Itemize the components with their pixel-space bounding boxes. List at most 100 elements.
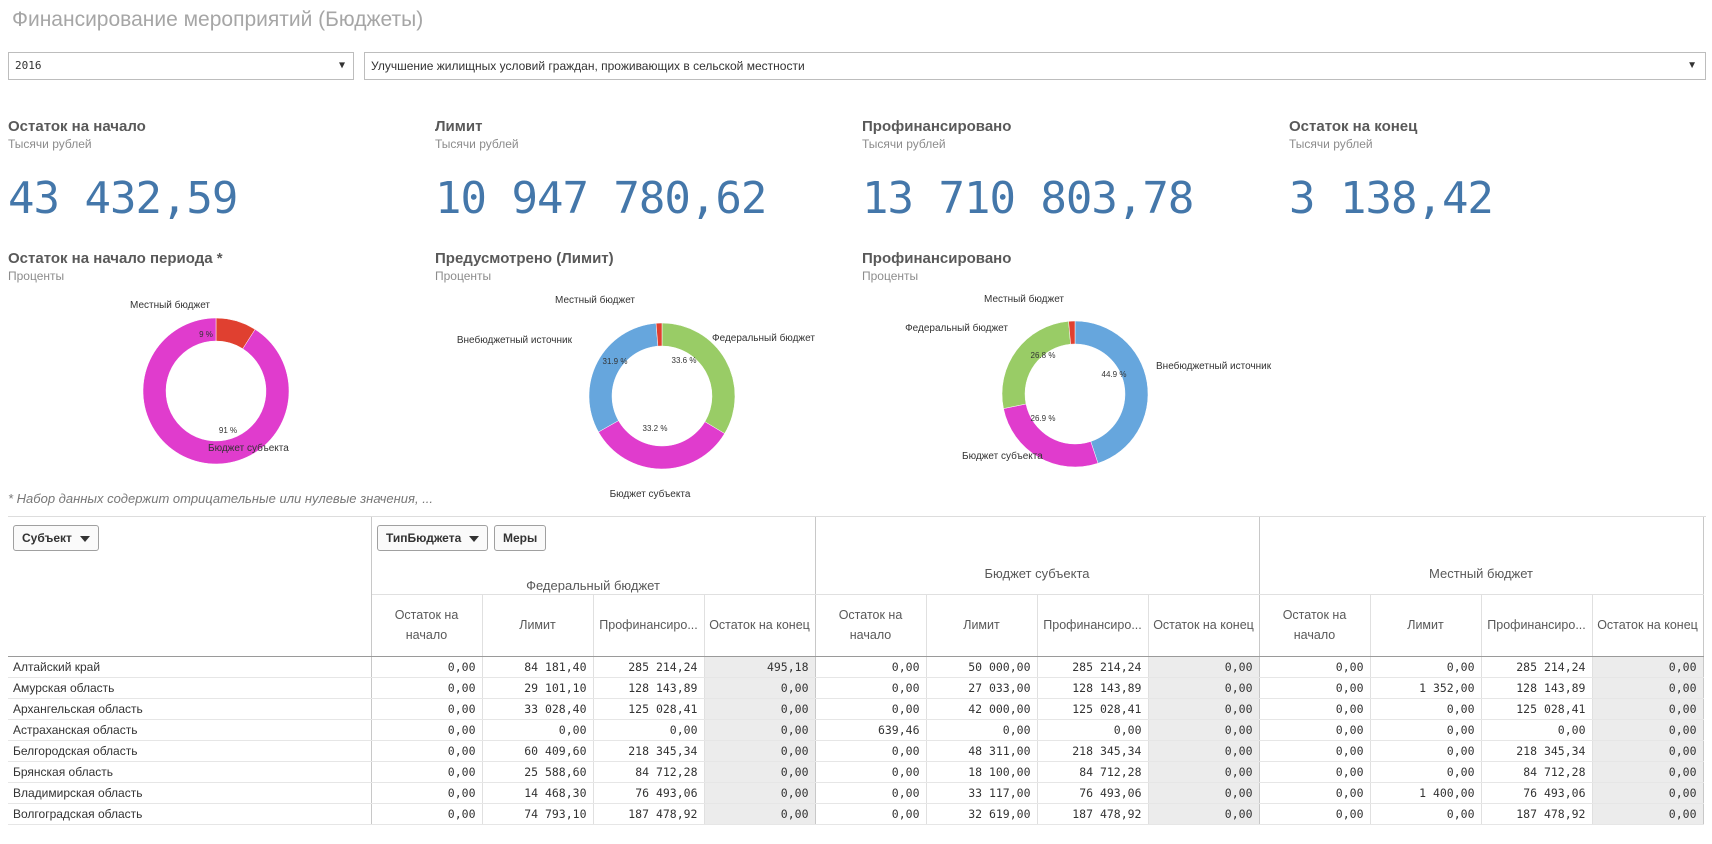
table-cell: 285 214,24	[1037, 656, 1149, 678]
table-cell: 495,18	[704, 656, 816, 678]
kpi-title: Лимит	[435, 118, 483, 135]
pie-slice[interactable]	[1074, 320, 1149, 464]
pie-start-balance[interactable]: Остаток на начало периода * Проценты Мес…	[8, 250, 428, 500]
measure-header[interactable]: Остаток на начало	[1259, 594, 1371, 657]
table-cell: 187 478,92	[1481, 803, 1593, 825]
row-subject-name[interactable]: Астраханская область	[8, 719, 372, 741]
row-subject-name[interactable]: Архангельская область	[8, 698, 372, 720]
slice-label: Бюджет субъекта	[610, 488, 691, 499]
table-row[interactable]: Амурская область 0,00 29 101,10 128 143,89 0…	[8, 677, 1704, 699]
dimension-budget-type-button[interactable]: ТипБюджета	[377, 525, 489, 551]
table-cell: 50 000,00	[926, 656, 1038, 678]
table-row[interactable]: Алтайский край 0,00 84 181,40 285 214,24 495…	[8, 656, 1704, 678]
group-header[interactable]: Бюджет субъекта	[815, 517, 1260, 595]
row-subject-name[interactable]: Белгородская область	[8, 740, 372, 762]
pivot-table[interactable]: Федеральный бюджет Бюджет субъекта Местный…	[8, 516, 1706, 844]
table-cell: 76 493,06	[1481, 782, 1593, 804]
table-cell: 0,00	[815, 656, 927, 678]
measure-header-label: Остаток на начало	[1282, 608, 1347, 642]
table-row[interactable]: Белгородская область 0,00 60 409,60 218 345…	[8, 740, 1704, 762]
measure-header[interactable]: Остаток на конец	[1592, 594, 1704, 657]
footnote: * Набор данных содержит отрицательные ил…	[8, 491, 434, 506]
table-cell: 0,00	[815, 761, 927, 783]
row-subject-name[interactable]: Волгоградская область	[8, 803, 372, 825]
table-cell: 187 478,92	[1037, 803, 1149, 825]
measures-button[interactable]: Меры	[494, 525, 547, 551]
pivot-grid: Федеральный бюджет Бюджет субъекта Местный…	[8, 517, 1704, 825]
dimension-subject-button[interactable]: Субъект	[13, 525, 99, 551]
table-cell: 0,00	[704, 698, 816, 720]
measure-header[interactable]: Лимит	[926, 594, 1038, 657]
donut-chart[interactable]: Внебюджетный источник 44.9 % Бюджет субъек…	[862, 284, 1282, 499]
measure-header[interactable]: Остаток на конец	[1148, 594, 1260, 657]
group-header[interactable]: Местный бюджет	[1259, 517, 1704, 595]
table-cell: 0,00	[1370, 656, 1482, 678]
row-subject-name[interactable]: Брянская область	[8, 761, 372, 783]
measure-header[interactable]: Профинансиро...	[1481, 594, 1593, 657]
table-cell: 128 143,89	[1481, 677, 1593, 699]
row-subject-name[interactable]: Амурская область	[8, 677, 372, 699]
table-cell: 1 400,00	[1370, 782, 1482, 804]
pie-slice[interactable]	[142, 317, 290, 465]
table-row[interactable]: Архангельская область 0,00 33 028,40 125 02…	[8, 698, 1704, 720]
measure-header[interactable]: Профинансиро...	[593, 594, 705, 657]
kpi-financed: Профинансировано Тысячи рублей 13 710 80…	[862, 118, 1262, 224]
pie-slice[interactable]	[588, 322, 659, 433]
table-cell: 0,00	[1259, 782, 1371, 804]
table-cell: 84 712,28	[593, 761, 705, 783]
table-cell: 0,00	[1370, 803, 1482, 825]
table-cell: 218 345,34	[1037, 740, 1149, 762]
slice-label: Бюджет субъекта	[208, 442, 289, 454]
table-row[interactable]: Астраханская область 0,00 0,00 0,00 0,00 639,…	[8, 719, 1704, 741]
table-cell: 48 311,00	[926, 740, 1038, 762]
measure-header[interactable]: Остаток на начало	[371, 594, 483, 657]
table-cell: 25 588,60	[482, 761, 594, 783]
pie-limit[interactable]: Предусмотрено (Лимит) Проценты Федеральн…	[435, 250, 855, 500]
pie-slice[interactable]	[655, 322, 663, 347]
program-select[interactable]: Улучшение жилищных условий граждан, прож…	[364, 52, 1706, 80]
table-cell: 84 181,40	[482, 656, 594, 678]
slice-label: Местный бюджет	[555, 294, 635, 306]
table-cell: 0,00	[371, 740, 483, 762]
donut-chart[interactable]: Местный бюджет 9 % Бюджет субъекта 91 %	[8, 284, 428, 499]
pie-slice[interactable]	[1001, 321, 1071, 409]
pie-slice[interactable]	[1068, 320, 1076, 345]
table-cell: 0,00	[1148, 782, 1260, 804]
table-cell: 42 000,00	[926, 698, 1038, 720]
measure-header-label: Лимит	[963, 618, 1000, 632]
year-select[interactable]: 2016 ▼	[8, 52, 354, 80]
measures-label: Меры	[503, 531, 538, 545]
measure-header[interactable]: Лимит	[1370, 594, 1482, 657]
table-cell: 0,00	[1481, 719, 1593, 741]
table-row[interactable]: Волгоградская область 0,00 74 793,10 187 47…	[8, 803, 1704, 825]
table-cell: 0,00	[371, 782, 483, 804]
pie-financed[interactable]: Профинансировано Проценты Внебюджетный и…	[862, 250, 1282, 500]
table-cell: 0,00	[1370, 719, 1482, 741]
chart-title: Профинансировано	[862, 250, 1012, 267]
table-cell: 76 493,06	[593, 782, 705, 804]
table-cell: 0,00	[371, 677, 483, 699]
table-cell: 0,00	[1592, 719, 1704, 741]
row-subject-name[interactable]: Владимирская область	[8, 782, 372, 804]
table-cell: 18 100,00	[926, 761, 1038, 783]
table-cell: 0,00	[704, 803, 816, 825]
table-cell: 0,00	[704, 740, 816, 762]
year-select-value: 2016	[15, 59, 42, 72]
measure-header[interactable]: Профинансиро...	[1037, 594, 1149, 657]
table-cell: 285 214,24	[593, 656, 705, 678]
table-cell: 0,00	[371, 656, 483, 678]
measure-header[interactable]: Лимит	[482, 594, 594, 657]
kpi-unit: Тысячи рублей	[435, 137, 519, 151]
table-cell: 33 117,00	[926, 782, 1038, 804]
table-cell: 125 028,41	[1481, 698, 1593, 720]
measure-header[interactable]: Остаток на конец	[704, 594, 816, 657]
table-row[interactable]: Брянская область 0,00 25 588,60 84 712,28 0,…	[8, 761, 1704, 783]
dimension-label: Субъект	[22, 531, 72, 545]
table-row[interactable]: Владимирская область 0,00 14 468,30 76 493,…	[8, 782, 1704, 804]
dimension-label: ТипБюджета	[386, 531, 462, 545]
table-cell: 0,00	[1259, 698, 1371, 720]
measure-header[interactable]: Остаток на начало	[815, 594, 927, 657]
row-subject-name[interactable]: Алтайский край	[8, 656, 372, 678]
table-cell: 128 143,89	[1037, 677, 1149, 699]
donut-chart[interactable]: Федеральный бюджет 33.6 % Бюджет субъекта 3…	[435, 284, 855, 499]
